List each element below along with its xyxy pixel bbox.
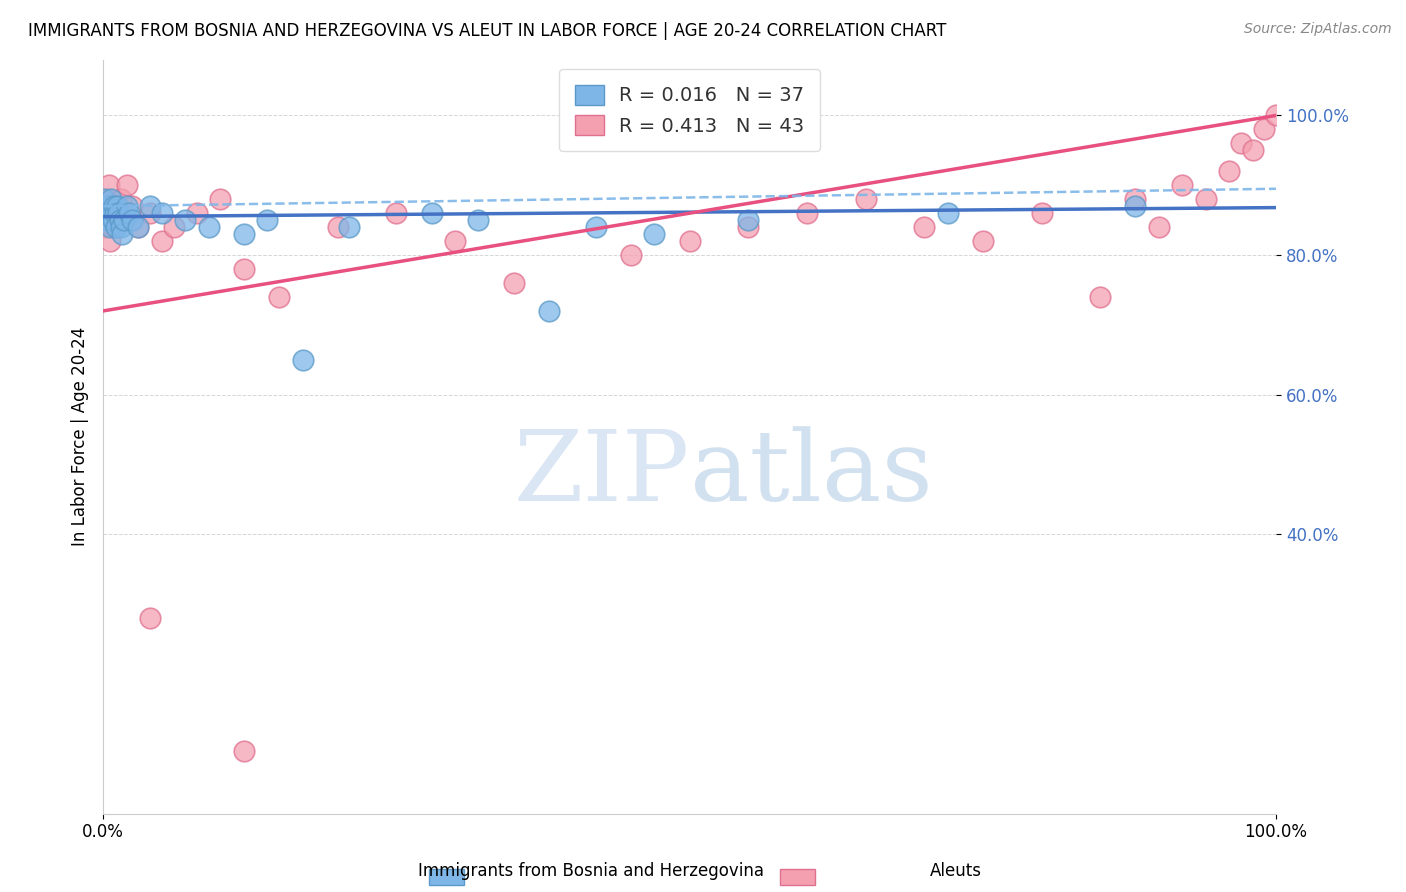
Point: [98, 234, 121, 248]
Text: Immigrants from Bosnia and Herzegovina: Immigrants from Bosnia and Herzegovina: [418, 862, 763, 880]
Point: [108, 213, 131, 227]
Point: [1123, 192, 1146, 206]
Point: [98, 206, 121, 220]
Point: [1241, 144, 1264, 158]
Point: [232, 262, 254, 277]
Point: [1171, 178, 1194, 193]
Point: [737, 220, 759, 235]
Point: [162, 220, 184, 235]
Point: [150, 234, 173, 248]
Point: [101, 199, 124, 213]
Point: [1253, 122, 1275, 136]
Point: [1088, 290, 1111, 304]
Point: [912, 220, 935, 235]
Point: [267, 290, 290, 304]
Point: [620, 248, 643, 262]
Point: [796, 206, 818, 220]
Point: [93, 192, 115, 206]
Point: [115, 178, 138, 193]
Point: [339, 220, 361, 235]
Point: [326, 220, 349, 235]
Point: [1265, 108, 1288, 122]
Point: [444, 234, 467, 248]
Point: [643, 227, 665, 241]
Point: [1230, 136, 1253, 151]
Text: IMMIGRANTS FROM BOSNIA AND HERZEGOVINA VS ALEUT IN LABOR FORCE | AGE 20-24 CORRE: IMMIGRANTS FROM BOSNIA AND HERZEGOVINA V…: [28, 22, 946, 40]
Point: [98, 220, 121, 235]
Point: [105, 206, 128, 220]
Point: [256, 213, 278, 227]
Point: [103, 199, 125, 213]
Legend: R = 0.016   N = 37, R = 0.413   N = 43: R = 0.016 N = 37, R = 0.413 N = 43: [560, 70, 820, 152]
Point: [537, 304, 560, 318]
Point: [855, 192, 877, 206]
Point: [1123, 199, 1146, 213]
Point: [93, 220, 115, 235]
Point: [139, 199, 162, 213]
Text: atlas: atlas: [689, 426, 932, 522]
Y-axis label: In Labor Force | Age 20-24: In Labor Force | Age 20-24: [72, 327, 89, 546]
Point: [502, 276, 524, 290]
Point: [104, 220, 127, 235]
Point: [232, 744, 254, 758]
Point: [96, 213, 118, 227]
Point: [209, 192, 232, 206]
Point: [936, 206, 959, 220]
Point: [101, 213, 124, 227]
Point: [121, 213, 143, 227]
Point: [118, 206, 141, 220]
Point: [121, 199, 143, 213]
Point: [737, 213, 759, 227]
Point: [115, 199, 138, 213]
Point: [972, 234, 994, 248]
Text: Source: ZipAtlas.com: Source: ZipAtlas.com: [1244, 22, 1392, 37]
Point: [100, 192, 122, 206]
Point: [232, 227, 254, 241]
Point: [1147, 220, 1170, 235]
Point: [127, 220, 149, 235]
Point: [1031, 206, 1053, 220]
Point: [1218, 164, 1240, 178]
Point: [585, 220, 607, 235]
Point: [112, 213, 135, 227]
Text: ZIP: ZIP: [513, 426, 689, 522]
Point: [1195, 192, 1218, 206]
Point: [150, 206, 173, 220]
Point: [111, 227, 134, 241]
Point: [110, 220, 132, 235]
Point: [139, 611, 162, 625]
Point: [96, 192, 118, 206]
Point: [105, 220, 128, 235]
Point: [291, 352, 314, 367]
Point: [107, 206, 129, 220]
Point: [678, 234, 700, 248]
Point: [97, 213, 120, 227]
Point: [97, 199, 120, 213]
Point: [420, 206, 443, 220]
Point: [104, 206, 127, 220]
Text: Aleuts: Aleuts: [931, 862, 981, 880]
Point: [110, 192, 132, 206]
Point: [197, 220, 219, 235]
Point: [94, 206, 117, 220]
Point: [105, 199, 128, 213]
Point: [186, 206, 208, 220]
Point: [94, 206, 117, 220]
Point: [112, 213, 135, 227]
Point: [98, 178, 121, 193]
Point: [385, 206, 408, 220]
Point: [467, 213, 489, 227]
Point: [127, 220, 149, 235]
Point: [139, 206, 162, 220]
Point: [174, 213, 197, 227]
